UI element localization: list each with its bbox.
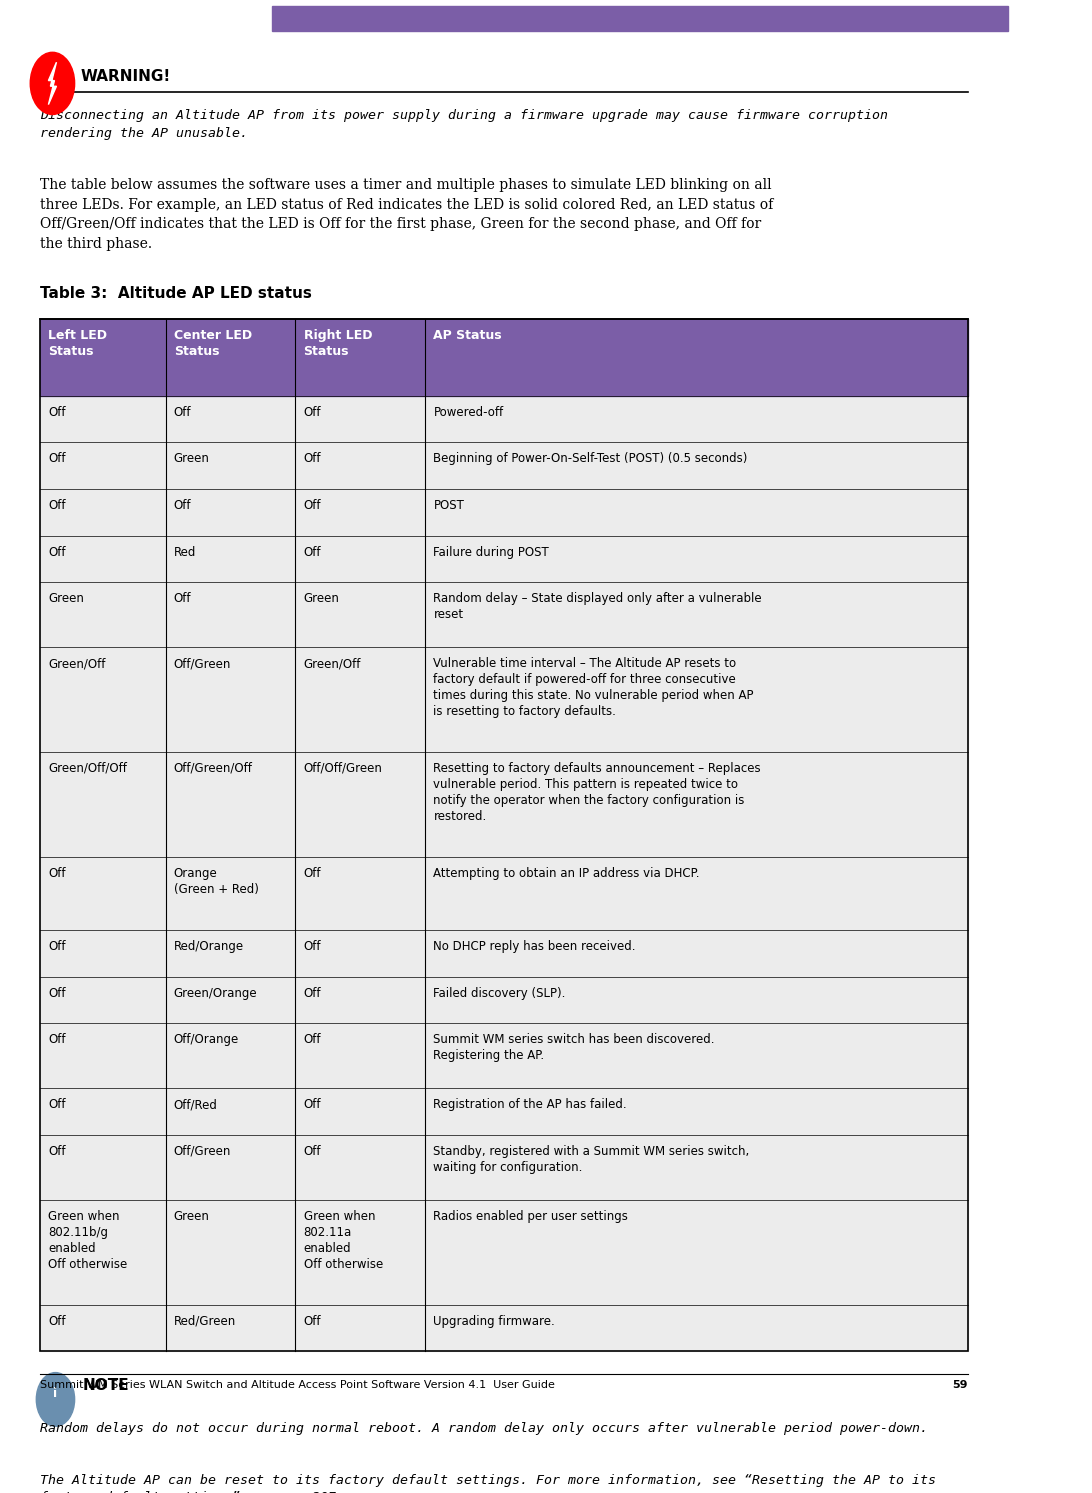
Text: The Altitude AP can be reset to its factory default settings. For more informati: The Altitude AP can be reset to its fact… — [40, 1475, 936, 1493]
Text: Table 3:  Altitude AP LED status: Table 3: Altitude AP LED status — [40, 285, 312, 300]
Bar — [40, 1023, 969, 1088]
Text: Off/Green: Off/Green — [174, 1145, 232, 1159]
Bar — [40, 536, 969, 582]
Text: Off: Off — [48, 545, 66, 558]
Text: Green/Off: Green/Off — [304, 657, 361, 670]
Text: Off: Off — [48, 1099, 66, 1111]
Text: Off: Off — [304, 406, 321, 418]
Text: Registration of the AP has failed.: Registration of the AP has failed. — [434, 1099, 627, 1111]
Text: Green: Green — [174, 452, 210, 466]
Text: Off: Off — [48, 406, 66, 418]
Text: No DHCP reply has been received.: No DHCP reply has been received. — [434, 941, 636, 953]
Text: Summit WM series switch has been discovered.
Registering the AP.: Summit WM series switch has been discove… — [434, 1033, 715, 1063]
Bar — [40, 648, 969, 752]
Text: Radios enabled per user settings: Radios enabled per user settings — [434, 1209, 628, 1223]
Bar — [40, 930, 969, 976]
Text: NOTE: NOTE — [83, 1378, 129, 1393]
Text: Vulnerable time interval – The Altitude AP resets to
factory default if powered-: Vulnerable time interval – The Altitude … — [434, 657, 753, 718]
Text: Off/Green/Off: Off/Green/Off — [174, 761, 252, 775]
Text: Off: Off — [304, 866, 321, 879]
Text: Off/Off/Green: Off/Off/Green — [304, 761, 382, 775]
Text: Off: Off — [48, 1145, 66, 1159]
Text: Green/Off/Off: Green/Off/Off — [48, 761, 128, 775]
Bar — [40, 490, 969, 536]
Text: Random delays do not occur during normal reboot. A random delay only occurs afte: Random delays do not occur during normal… — [40, 1421, 928, 1435]
Text: Disconnecting an Altitude AP from its power supply during a firmware upgrade may: Disconnecting an Altitude AP from its po… — [40, 109, 888, 140]
Text: Green when
802.11a
enabled
Off otherwise: Green when 802.11a enabled Off otherwise — [304, 1209, 383, 1271]
Bar — [40, 752, 969, 857]
Text: Standby, registered with a Summit WM series switch,
waiting for configuration.: Standby, registered with a Summit WM ser… — [434, 1145, 750, 1173]
Bar — [40, 320, 969, 396]
Text: Off: Off — [48, 452, 66, 466]
Text: Off: Off — [304, 987, 321, 1000]
Text: Red: Red — [174, 545, 197, 558]
Text: Green: Green — [48, 593, 84, 605]
Text: Right LED
Status: Right LED Status — [304, 330, 372, 358]
Bar — [40, 396, 969, 442]
Bar — [272, 6, 1008, 31]
Bar — [40, 1200, 969, 1305]
Text: Off: Off — [174, 499, 191, 512]
Text: Green/Orange: Green/Orange — [174, 987, 258, 1000]
Text: Green: Green — [174, 1209, 210, 1223]
Polygon shape — [48, 63, 57, 105]
Text: Failed discovery (SLP).: Failed discovery (SLP). — [434, 987, 566, 1000]
Bar — [40, 976, 969, 1023]
Text: Red/Orange: Red/Orange — [174, 941, 244, 953]
Bar — [40, 582, 969, 648]
Text: Attempting to obtain an IP address via DHCP.: Attempting to obtain an IP address via D… — [434, 866, 700, 879]
Bar — [40, 1305, 969, 1351]
Text: Red/Green: Red/Green — [174, 1315, 236, 1327]
Text: i: i — [54, 1387, 58, 1400]
Text: Green/Off: Green/Off — [48, 657, 106, 670]
Text: Random delay – State displayed only after a vulnerable
reset: Random delay – State displayed only afte… — [434, 593, 762, 621]
Bar — [40, 320, 969, 1351]
Bar — [40, 857, 969, 930]
Text: Off: Off — [48, 1315, 66, 1327]
Text: Off: Off — [48, 987, 66, 1000]
Text: Off: Off — [304, 1099, 321, 1111]
Bar — [40, 1088, 969, 1135]
Text: Off: Off — [304, 545, 321, 558]
Text: Green when
802.11b/g
enabled
Off otherwise: Green when 802.11b/g enabled Off otherwi… — [48, 1209, 128, 1271]
Text: Off/Red: Off/Red — [174, 1099, 217, 1111]
Text: Off: Off — [304, 1145, 321, 1159]
Text: AP Status: AP Status — [434, 330, 502, 342]
Text: Off: Off — [304, 1315, 321, 1327]
Text: Green: Green — [304, 593, 340, 605]
Text: Off: Off — [48, 1033, 66, 1047]
Text: Failure during POST: Failure during POST — [434, 545, 549, 558]
Text: POST: POST — [434, 499, 464, 512]
Text: The table below assumes the software uses a timer and multiple phases to simulat: The table below assumes the software use… — [40, 178, 773, 251]
Text: Off: Off — [304, 499, 321, 512]
Circle shape — [31, 52, 74, 115]
Text: Off/Green: Off/Green — [174, 657, 232, 670]
Text: Off: Off — [304, 1033, 321, 1047]
Text: Summit WM Series WLAN Switch and Altitude Access Point Software Version 4.1  Use: Summit WM Series WLAN Switch and Altitud… — [40, 1380, 555, 1390]
Text: Off/Orange: Off/Orange — [174, 1033, 239, 1047]
Text: Left LED
Status: Left LED Status — [48, 330, 107, 358]
Text: Center LED
Status: Center LED Status — [174, 330, 252, 358]
Circle shape — [36, 1372, 74, 1426]
Text: Powered-off: Powered-off — [434, 406, 503, 418]
Text: Off: Off — [304, 452, 321, 466]
Text: 59: 59 — [952, 1380, 969, 1390]
Text: Off: Off — [48, 866, 66, 879]
Text: Upgrading firmware.: Upgrading firmware. — [434, 1315, 555, 1327]
Bar — [40, 442, 969, 490]
Text: Off: Off — [48, 941, 66, 953]
Text: WARNING!: WARNING! — [81, 69, 171, 84]
Bar — [40, 1135, 969, 1200]
Text: Resetting to factory defaults announcement – Replaces
vulnerable period. This pa: Resetting to factory defaults announceme… — [434, 761, 761, 823]
Text: Off: Off — [174, 406, 191, 418]
Text: Orange
(Green + Red): Orange (Green + Red) — [174, 866, 259, 896]
Text: Off: Off — [304, 941, 321, 953]
Text: Off: Off — [174, 593, 191, 605]
Text: Beginning of Power-On-Self-Test (POST) (0.5 seconds): Beginning of Power-On-Self-Test (POST) (… — [434, 452, 748, 466]
Text: Off: Off — [48, 499, 66, 512]
